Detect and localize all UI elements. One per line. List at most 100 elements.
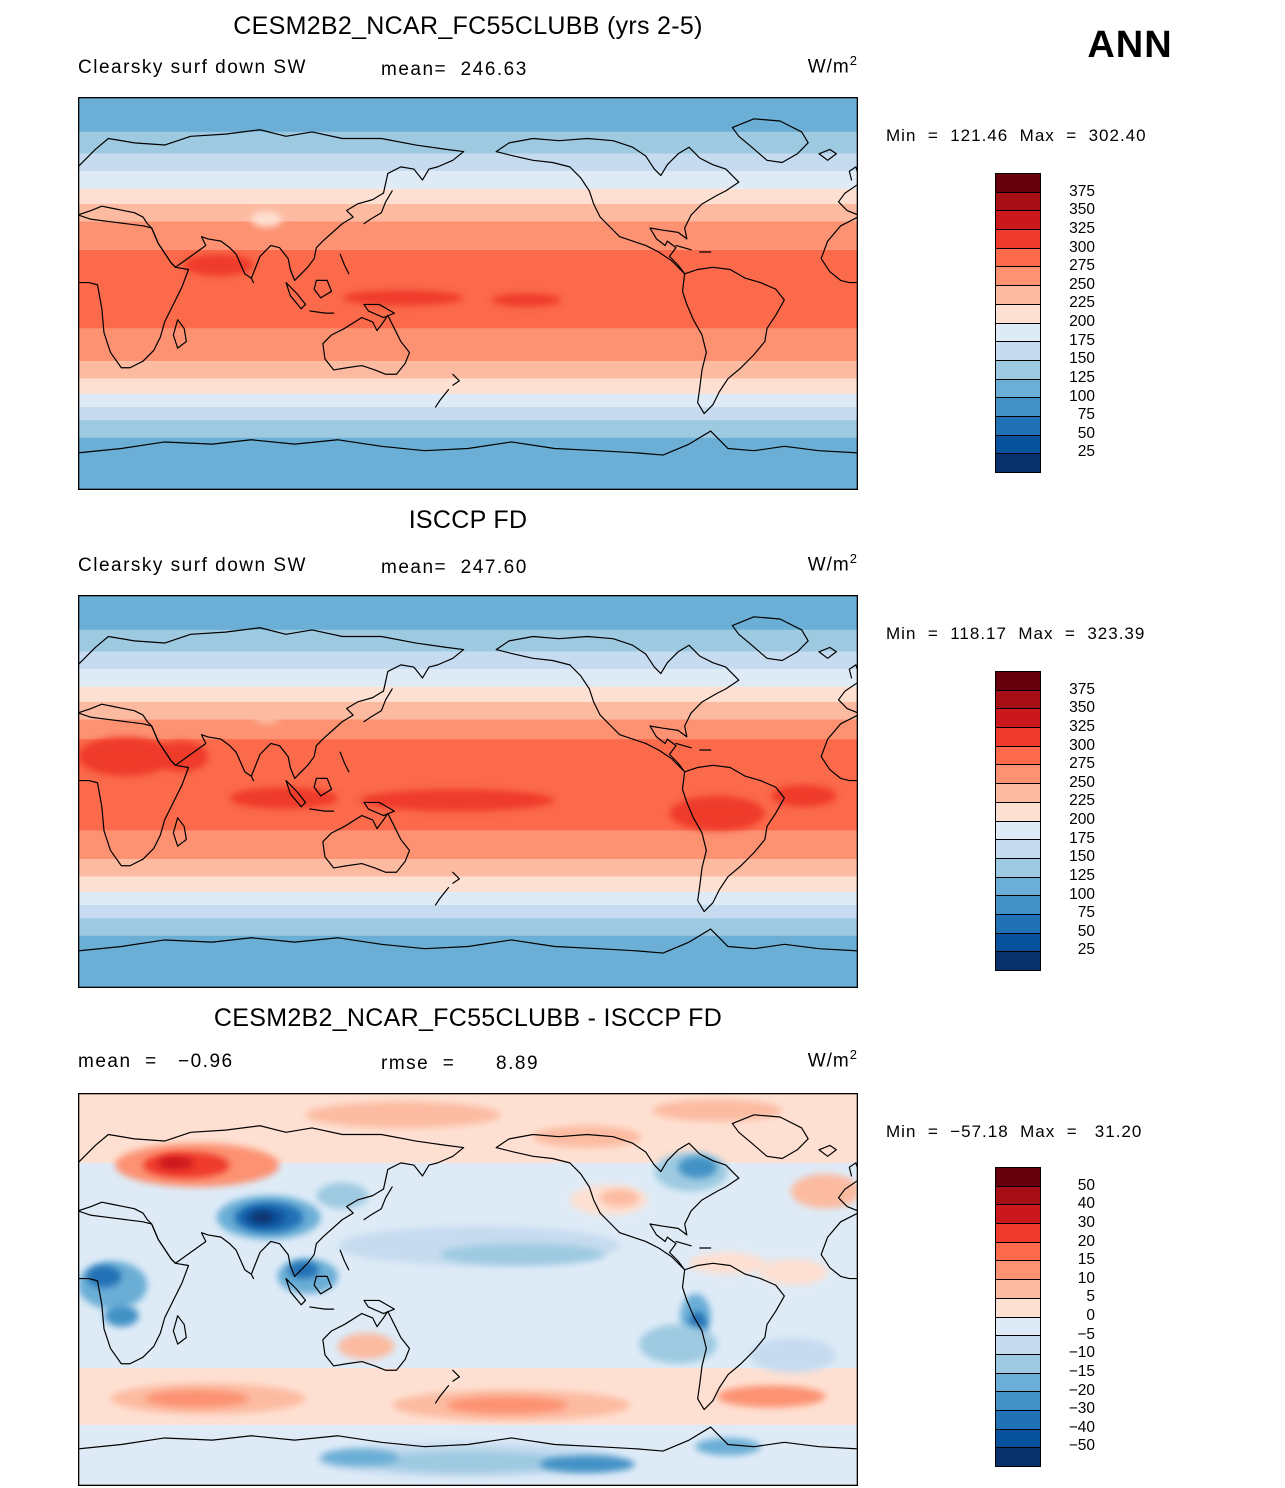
rmse-value: rmse = 8.89 [381,1053,540,1074]
variable-label: Clearsky surf down SW [78,555,307,576]
colorbar-tick-label: 25 [1077,443,1095,461]
units-label: W/m2 [807,551,858,576]
colorbar-cell [996,690,1040,710]
colorbar-cell [996,248,1040,268]
colorbar-cell [996,765,1040,785]
colorbar-tick-label: 50 [1077,922,1095,940]
colorbar-cell [996,896,1040,915]
colorbar-cell [996,1336,1040,1355]
colorbar-cell [996,211,1040,231]
colorbar-cell [996,379,1040,399]
colorbar-tick-label: 15 [1077,1251,1095,1269]
colorbar-cell [996,174,1040,193]
colorbar-cell [996,360,1040,380]
colorbar-tick-label: 25 [1077,941,1095,959]
colorbar-cell [996,914,1040,934]
colorbar-tick-label: 75 [1077,406,1095,424]
colorbar-tick-label: 125 [1069,368,1095,386]
colorbar-cell [996,1373,1040,1393]
colorbar-cell [996,840,1040,859]
colorbar-tick-label: 150 [1069,350,1095,368]
colorbar-cell [996,435,1040,455]
colorbar-tick-label: 200 [1069,811,1095,828]
units-label: W/m2 [807,1047,858,1072]
season-label: ANN [1087,24,1173,66]
colorbar-labels: 375 350 325 300 275 250 225 200 175 150 125 100 75 50… [1049,173,1109,473]
colorbar-cell [996,1448,1040,1466]
colorbar-tick-label: −5 [1077,1325,1095,1343]
mean-value: mean= 247.60 [381,557,528,578]
colorbar-tick-label: 200 [1069,313,1095,330]
colorbar-tick-label: −20 [1068,1381,1095,1399]
colorbar-cell [996,342,1040,361]
colorbar-cell [996,728,1040,747]
contour-field [78,97,858,490]
colorbar-cell [996,1261,1040,1281]
panel-diff-subtitle-row: mean = −0.96 rmse = 8.89 W/m2 [78,1047,858,1077]
map-diff [78,1093,858,1486]
colorbar-tick-label: 325 [1069,717,1095,735]
colorbar-tick-label: 275 [1069,755,1095,773]
colorbar-cell [996,192,1040,212]
colorbar-tick-label: 350 [1069,201,1095,219]
colorbar-cell [996,1242,1040,1262]
colorbar-labels: 50 40 30 20 15 10 5 0 −5 −10 −15 −20 −30 −40 −50 [1049,1167,1109,1467]
panel-model-title: CESM2B2_NCAR_FC55CLUBB (yrs 2-5) [233,12,703,40]
panel-model-subtitle-row: Clearsky surf down SW mean= 246.63 W/m2 [78,53,858,83]
colorbar-cell [996,454,1040,472]
colorbar-cell [996,784,1040,803]
colorbar-tick-label: 50 [1077,1176,1095,1194]
colorbar-cell [996,672,1040,691]
mean-value: mean = −0.96 [78,1051,234,1072]
map-border [78,97,858,490]
colorbar-tick-label: 5 [1086,1288,1095,1306]
map-model [78,97,858,490]
colorbar-tick-label: −30 [1068,1400,1095,1418]
colorbar-cell [996,1317,1040,1337]
colorbar-tick-label: −10 [1068,1344,1095,1362]
map-obs [78,595,858,988]
colorbar-cell [996,1224,1040,1243]
colorbar-cell [996,1392,1040,1411]
colorbar-cell [996,416,1040,436]
colorbar-tick-label: 375 [1069,182,1095,200]
colorbar-tick-label: 225 [1069,294,1095,312]
colorbar-model: 375 350 325 300 275 250 225 200 175 150 125 100 75 50… [995,173,1115,473]
colorbar-tick-label: 40 [1077,1195,1095,1213]
colorbar-tick-label: 250 [1069,773,1095,791]
colorbar-cell [996,286,1040,305]
map-diff-canvas [78,1093,858,1486]
colorbar-cells [995,671,1041,971]
colorbar-tick-label: 100 [1069,387,1095,405]
colorbar-cell [996,858,1040,878]
colorbar-obs: 375 350 325 300 275 250 225 200 175 150 125 100 75 50… [995,671,1115,971]
colorbar-cell [996,709,1040,729]
colorbar-cell [996,877,1040,897]
minmax-diff: Min = −57.18 Max = 31.20 [886,1122,1143,1141]
colorbar-tick-label: 325 [1069,219,1095,237]
units-label: W/m2 [807,53,858,78]
colorbar-tick-label: 75 [1077,904,1095,922]
colorbar-tick-label: 175 [1069,331,1095,349]
colorbar-tick-label: −50 [1068,1437,1095,1455]
contour-field [78,595,858,988]
colorbar-labels: 375 350 325 300 275 250 225 200 175 150 125 100 75 50… [1049,671,1109,971]
colorbar-cell [996,746,1040,766]
colorbar-cell [996,1186,1040,1206]
minmax-model: Min = 121.46 Max = 302.40 [886,126,1147,145]
colorbar-cell [996,304,1040,324]
colorbar-tick-label: 175 [1069,829,1095,847]
colorbar-tick-label: 100 [1069,885,1095,903]
colorbar-diff: 50 40 30 20 15 10 5 0 −5 −10 −15 −20 −30 −40 −50 [995,1167,1115,1467]
minmax-obs: Min = 118.17 Max = 323.39 [886,624,1146,643]
colorbar-cell [996,952,1040,970]
colorbar-tick-label: 275 [1069,257,1095,275]
colorbar-tick-label: 250 [1069,275,1095,293]
colorbar-tick-label: 0 [1086,1307,1095,1324]
colorbar-cell [996,323,1040,343]
colorbar-cell [996,267,1040,287]
colorbar-tick-label: 300 [1069,736,1095,754]
colorbar-tick-label: 50 [1077,424,1095,442]
panel-obs-subtitle-row: Clearsky surf down SW mean= 247.60 W/m2 [78,551,858,581]
